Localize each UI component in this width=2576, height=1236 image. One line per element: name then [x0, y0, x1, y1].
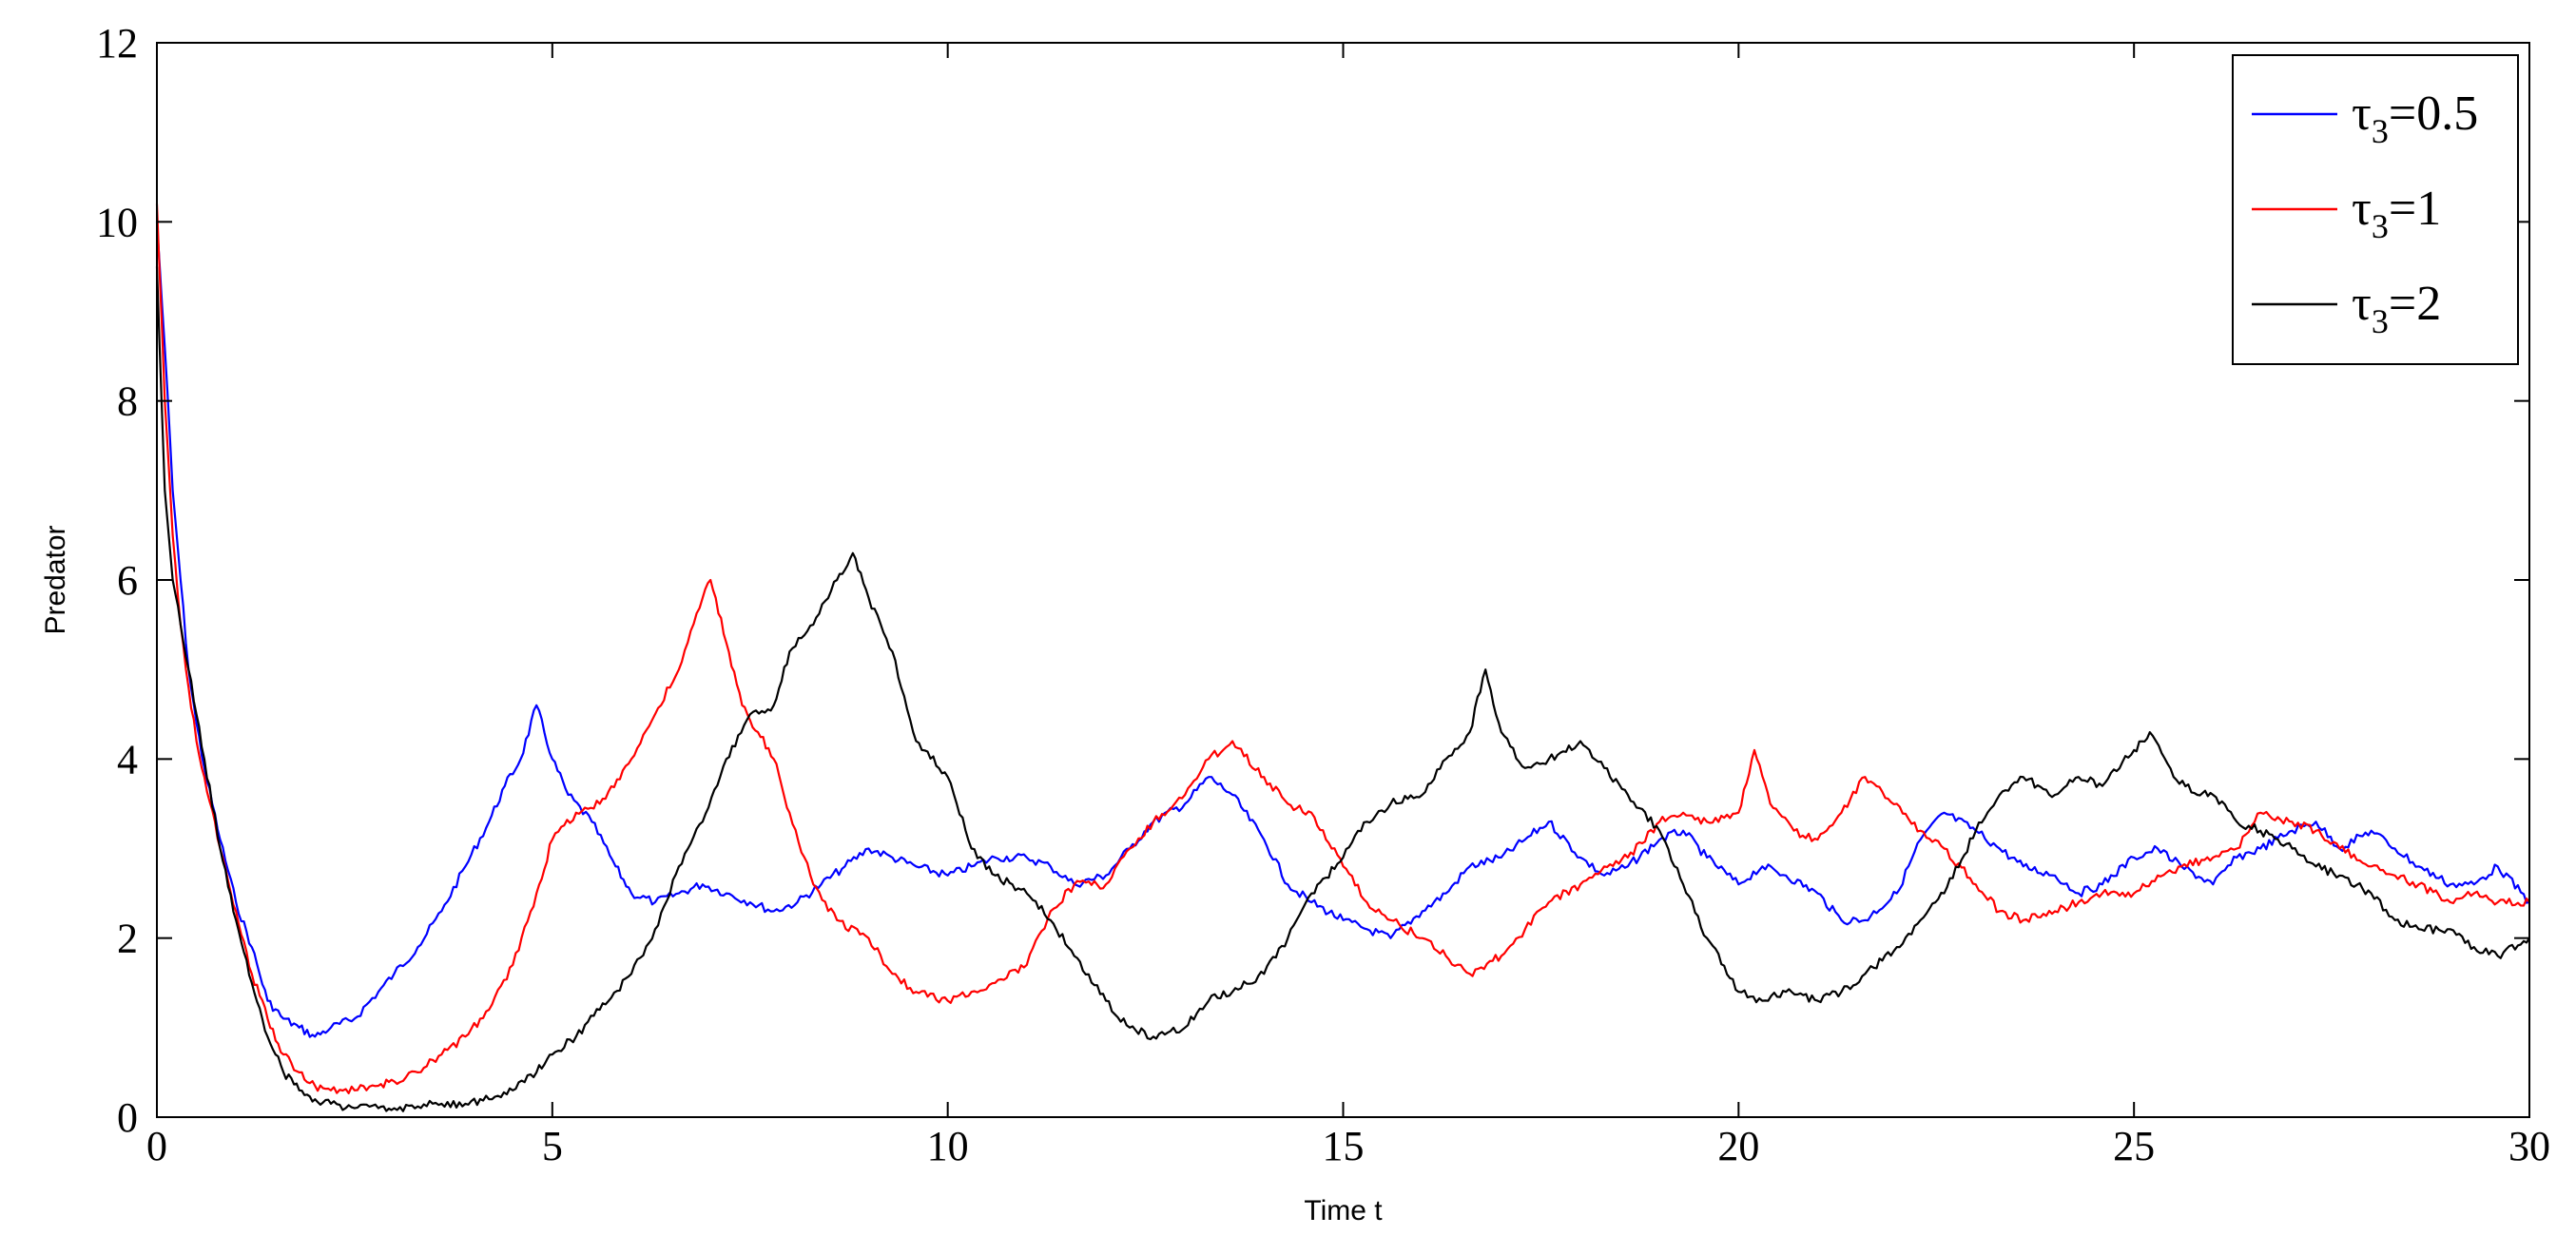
x-tick-label: 0	[146, 1123, 167, 1169]
y-tick-label: 8	[117, 378, 138, 425]
x-axis-label: Time t	[1304, 1195, 1383, 1226]
x-tick-label: 5	[542, 1123, 563, 1169]
y-tick-label: 10	[96, 199, 138, 245]
x-tick-label: 10	[927, 1123, 969, 1169]
series-layer	[155, 203, 2530, 1112]
x-tick-label: 15	[1323, 1123, 1365, 1169]
legend-entry: τ3=0.5	[2352, 87, 2478, 150]
x-tick-label: 20	[1717, 1123, 1759, 1169]
y-tick-label: 0	[117, 1094, 138, 1141]
y-tick-label: 4	[117, 736, 138, 782]
legend: τ3=0.5 τ3=1 τ3=2	[2232, 54, 2519, 365]
x-tick-label: 30	[2508, 1123, 2550, 1169]
y-tick-label: 6	[117, 557, 138, 604]
y-tick-label: 12	[96, 20, 138, 67]
legend-entry: τ3=1	[2352, 182, 2441, 245]
x-tick-label: 25	[2113, 1123, 2155, 1169]
series-line-2	[155, 203, 2530, 1094]
y-tick-label: 2	[117, 916, 138, 962]
series-line-1	[155, 222, 2530, 1038]
y-axis-label: Predator	[40, 525, 71, 634]
series-line-3	[155, 266, 2530, 1112]
tick-layer: 0 5 10 15 20 25 30 0 2 4 6 8 10 12	[96, 20, 2550, 1169]
legend-entry: τ3=2	[2352, 277, 2441, 340]
